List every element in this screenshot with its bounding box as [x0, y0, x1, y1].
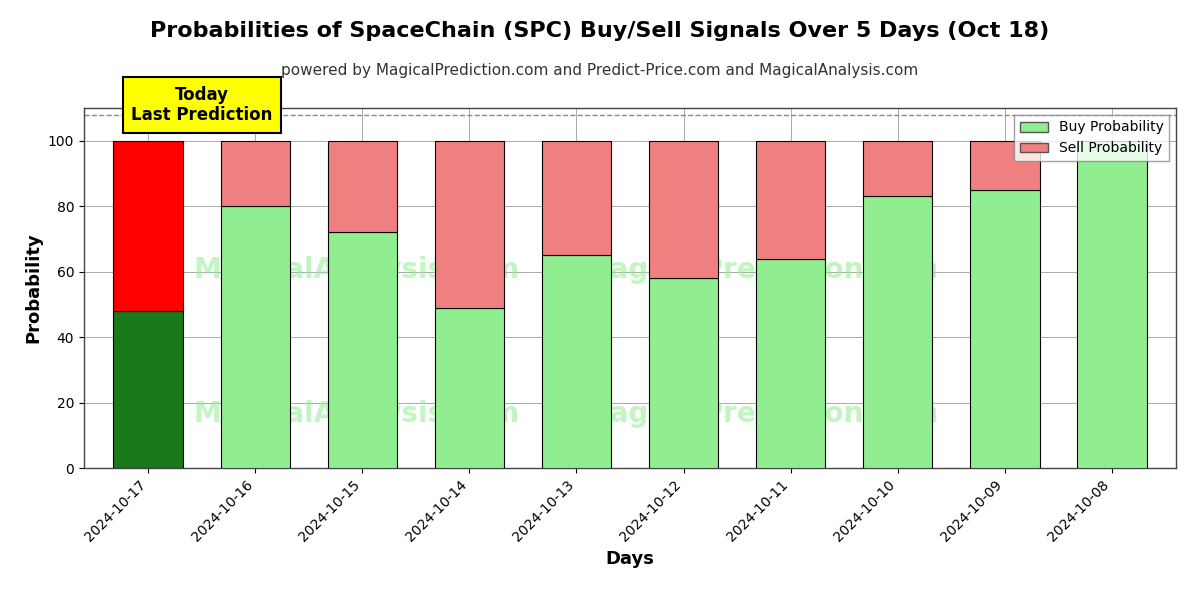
- X-axis label: Days: Days: [606, 550, 654, 568]
- Text: MagicalAnalysis.com: MagicalAnalysis.com: [194, 400, 520, 428]
- Text: MagicalPrediction.com: MagicalPrediction.com: [583, 256, 940, 284]
- Legend: Buy Probability, Sell Probability: Buy Probability, Sell Probability: [1014, 115, 1169, 161]
- Text: powered by MagicalPrediction.com and Predict-Price.com and MagicalAnalysis.com: powered by MagicalPrediction.com and Pre…: [281, 63, 919, 78]
- Text: MagicalAnalysis.com: MagicalAnalysis.com: [194, 256, 520, 284]
- Bar: [649, 278, 719, 468]
- Y-axis label: Probability: Probability: [24, 233, 42, 343]
- Bar: [863, 141, 932, 196]
- Bar: [970, 141, 1039, 190]
- Bar: [434, 308, 504, 468]
- Bar: [114, 311, 184, 468]
- Bar: [221, 141, 290, 206]
- Bar: [756, 259, 826, 468]
- Bar: [1076, 141, 1146, 468]
- Text: Probabilities of SpaceChain (SPC) Buy/Sell Signals Over 5 Days (Oct 18): Probabilities of SpaceChain (SPC) Buy/Se…: [150, 21, 1050, 41]
- Text: MagicalPrediction.com: MagicalPrediction.com: [583, 400, 940, 428]
- Bar: [756, 141, 826, 259]
- Bar: [328, 232, 397, 468]
- Bar: [541, 255, 611, 468]
- Bar: [541, 141, 611, 255]
- Bar: [863, 196, 932, 468]
- Bar: [221, 206, 290, 468]
- Bar: [434, 141, 504, 308]
- Text: Today
Last Prediction: Today Last Prediction: [131, 86, 272, 124]
- Bar: [649, 141, 719, 278]
- Bar: [328, 141, 397, 232]
- Bar: [970, 190, 1039, 468]
- Bar: [114, 141, 184, 311]
